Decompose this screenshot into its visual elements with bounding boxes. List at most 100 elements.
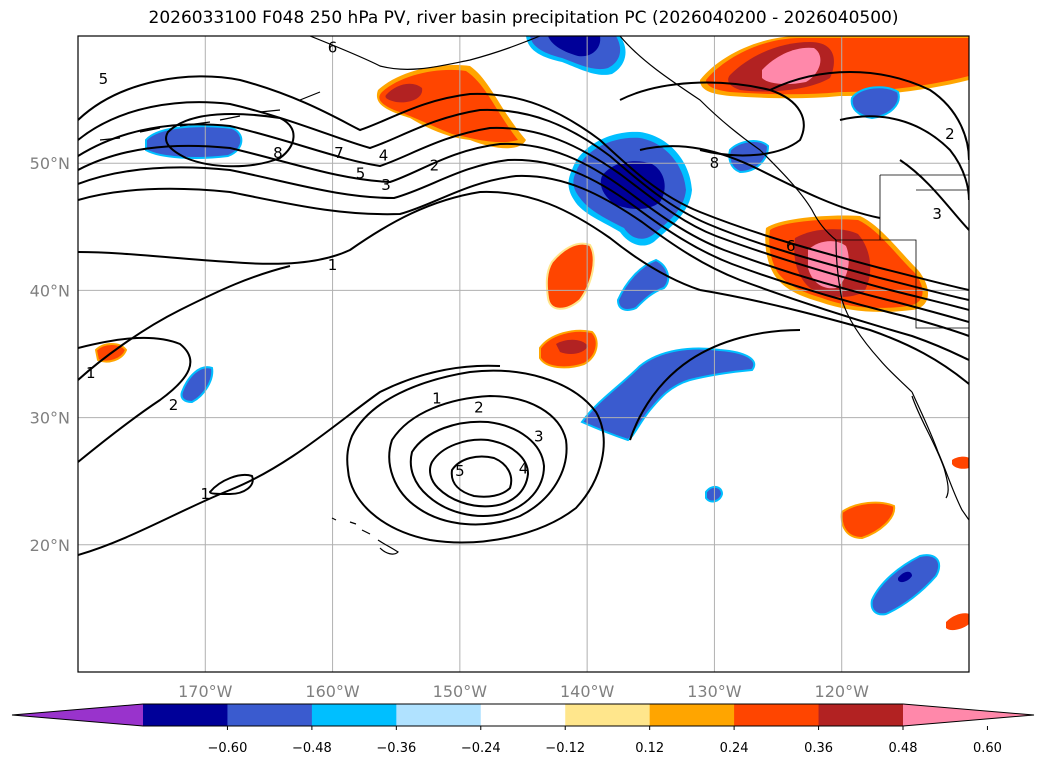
pv-contour-east-1 bbox=[699, 289, 969, 385]
contour-label: 5 bbox=[455, 462, 465, 480]
pv-contour-4 bbox=[78, 142, 969, 323]
colorbar-tick-label: 0.48 bbox=[889, 741, 918, 756]
colorbar-tick-label: 0.24 bbox=[720, 741, 749, 756]
lon-tick-label: 170°W bbox=[178, 682, 233, 701]
colorbar-segment bbox=[396, 704, 482, 726]
baja-peninsula bbox=[911, 395, 949, 499]
negative-anomaly-vancouver bbox=[728, 140, 770, 174]
contour-label: 4 bbox=[379, 147, 389, 165]
contour-label: 5 bbox=[99, 70, 109, 88]
precipitation-shading bbox=[94, 36, 969, 631]
lat-tick-label: 30°N bbox=[30, 409, 70, 428]
negative-anomaly-aleutian bbox=[145, 125, 243, 159]
negative-anomaly-north bbox=[526, 36, 626, 75]
pv-contour-2-low bbox=[388, 394, 568, 526]
colorbar-tick-label: 0.60 bbox=[973, 741, 1002, 756]
colorbar-segment bbox=[143, 704, 228, 726]
colorbar-tick-label: −0.48 bbox=[292, 741, 332, 756]
contour-label: 3 bbox=[932, 205, 942, 223]
contour-label: 2 bbox=[169, 396, 179, 414]
baja-coast bbox=[911, 391, 969, 521]
map-frame bbox=[77, 35, 970, 673]
colorbar-tick-label: −0.60 bbox=[208, 741, 248, 756]
positive-anomaly-baja-2 bbox=[952, 456, 969, 469]
map-title: 2026033100 F048 250 hPa PV, river basin … bbox=[148, 8, 899, 28]
pv-contour-6 bbox=[78, 101, 969, 301]
pv-contour-1-west bbox=[78, 265, 291, 381]
contour-label: 5 bbox=[356, 164, 366, 182]
negative-anomaly-bc bbox=[850, 86, 900, 120]
pv-contour-east-2 bbox=[629, 329, 801, 441]
contour-label: 4 bbox=[519, 459, 529, 477]
pv-contour-1-loop bbox=[208, 474, 254, 496]
colorbar: −0.60 −0.48 −0.36 −0.24 −0.12 0.12 0.24 0.36 0.4… bbox=[11, 703, 1035, 756]
latitude-labels: 20°N 30°N 40°N 50°N bbox=[30, 154, 70, 555]
alaska-coast bbox=[309, 36, 541, 70]
contour-label: 1 bbox=[328, 256, 338, 274]
pv-contour-2 bbox=[78, 174, 969, 361]
pv-contour-1-low bbox=[346, 369, 605, 544]
positive-anomaly-subtropical-1 bbox=[545, 242, 595, 310]
colorbar-segment bbox=[227, 704, 313, 726]
longitude-labels: 170°W 160°W 150°W 140°W 130°W 120°W bbox=[178, 682, 869, 701]
colorbar-tick-label: −0.36 bbox=[376, 741, 416, 756]
lat-tick-label: 50°N bbox=[30, 154, 70, 173]
pv-contour-7 bbox=[78, 75, 969, 291]
pv-contour-5-low bbox=[450, 455, 513, 498]
colorbar-tick-label: −0.12 bbox=[545, 741, 585, 756]
pv-contours bbox=[78, 71, 969, 556]
contour-label: 6 bbox=[786, 237, 796, 255]
pv-contour-1-north bbox=[78, 190, 701, 291]
contour-label: 2 bbox=[430, 157, 440, 175]
contour-label: 7 bbox=[334, 144, 344, 162]
us-west-coast bbox=[835, 239, 913, 393]
contour-label: 8 bbox=[273, 144, 283, 162]
lon-tick-label: 130°W bbox=[687, 682, 742, 701]
contour-label: 8 bbox=[710, 154, 720, 172]
colorbar-tick-label: 0.12 bbox=[635, 741, 664, 756]
colorbar-segment bbox=[734, 704, 820, 726]
colorbar-segment bbox=[311, 704, 397, 726]
contour-label: 2 bbox=[474, 398, 484, 416]
lon-tick-label: 120°W bbox=[815, 682, 870, 701]
colorbar-extend-min bbox=[12, 704, 143, 726]
pv-contour-8-aleutian bbox=[165, 113, 295, 168]
negative-anomaly-small-1 bbox=[616, 258, 670, 311]
pv-contour-east-high-2 bbox=[839, 115, 969, 201]
pv-contour-4-low bbox=[429, 438, 530, 508]
positive-anomaly-baja-1 bbox=[840, 501, 896, 540]
canada-coast bbox=[619, 36, 837, 241]
colorbar-segment bbox=[565, 704, 651, 726]
colorbar-segment bbox=[480, 704, 566, 726]
colorbar-tick-label: −0.24 bbox=[461, 741, 501, 756]
colorbar-segment bbox=[818, 704, 904, 726]
pv-contour-north-8 bbox=[619, 81, 805, 157]
contour-label: 2 bbox=[945, 125, 955, 143]
contour-label: 1 bbox=[86, 364, 96, 382]
negative-anomaly-mexico bbox=[870, 554, 941, 616]
pv-contour-3 bbox=[78, 158, 969, 337]
colorbar-tick-label: 0.36 bbox=[804, 741, 833, 756]
pv-contour-east-high-3 bbox=[899, 159, 969, 231]
colorbar-extend-max bbox=[903, 704, 1034, 726]
contour-label: 3 bbox=[381, 176, 391, 194]
pv-contour-1-south bbox=[78, 364, 501, 556]
contour-label: 3 bbox=[534, 428, 544, 446]
us-state-borders bbox=[836, 174, 969, 329]
pv-contour-2-west bbox=[78, 336, 192, 463]
pv-contour-3-low bbox=[409, 420, 546, 517]
pv-contour-5 bbox=[78, 123, 969, 311]
lat-tick-label: 20°N bbox=[30, 536, 70, 555]
lon-tick-label: 140°W bbox=[560, 682, 615, 701]
negative-anomaly-small-2 bbox=[180, 366, 214, 404]
lon-tick-label: 160°W bbox=[305, 682, 360, 701]
positive-anomaly-baja-3 bbox=[946, 613, 969, 631]
lat-tick-label: 40°N bbox=[30, 281, 70, 300]
negative-anomaly-mid-pacific bbox=[580, 347, 756, 442]
pv-contour-8-east bbox=[639, 145, 881, 219]
contour-label: 1 bbox=[201, 485, 211, 503]
colorbar-segment bbox=[649, 704, 735, 726]
graticule bbox=[78, 36, 969, 672]
